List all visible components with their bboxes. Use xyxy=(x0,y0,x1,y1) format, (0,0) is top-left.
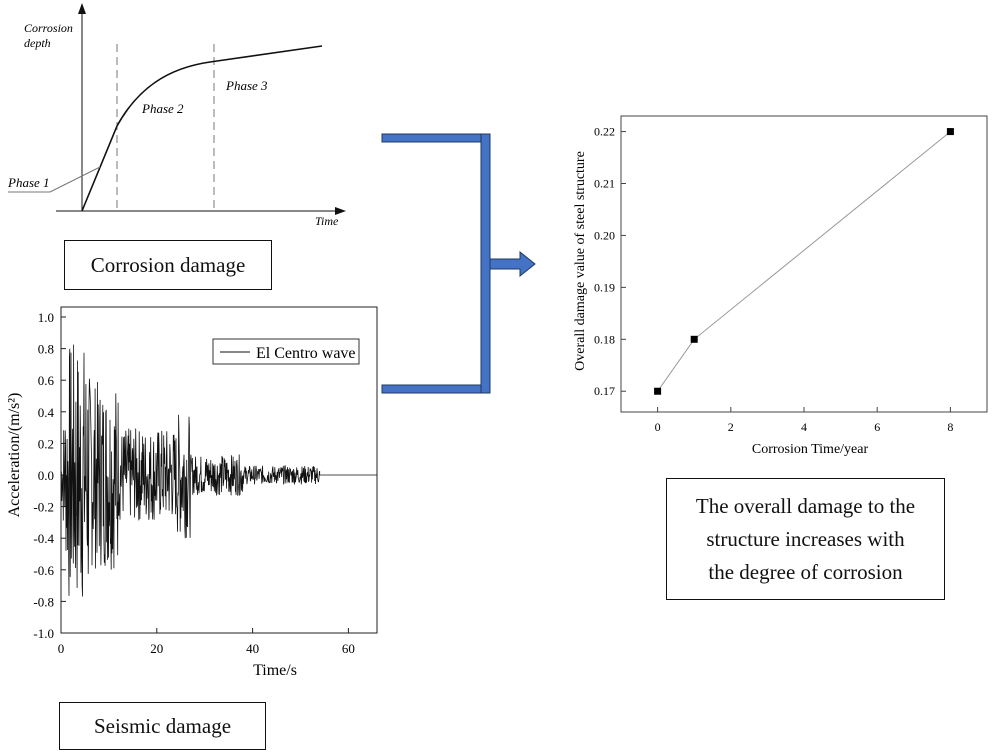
seismic-legend-label: El Centro wave xyxy=(256,345,356,362)
result-x-label: Corrosion Time/year xyxy=(752,442,869,457)
result-x-tick-label: 0 xyxy=(655,420,661,434)
result-x-tick-label: 6 xyxy=(874,420,880,434)
corrosion-schematic xyxy=(8,3,346,215)
phase1-leader-diag xyxy=(49,166,101,193)
result-y-tick-label: 0.22 xyxy=(594,125,615,139)
seismic-y-tick-label: 0.6 xyxy=(38,373,55,388)
corrosion-y-label-2: depth xyxy=(24,36,51,50)
seismic-plot-frame xyxy=(60,306,378,634)
result-x-tick-label: 2 xyxy=(728,420,734,434)
seismic-y-label: Acceleration/(m/s²) xyxy=(6,393,23,518)
bracket-arrow xyxy=(489,250,536,278)
corrosion-y-label-1: Corrosion xyxy=(24,21,73,35)
result-chart: 0.17 0.18 0.19 0.20 0.21 0.22 0 2 4 6 8 xyxy=(594,115,988,434)
seismic-y-tick-label: 0.0 xyxy=(38,468,54,483)
result-text-line-1: The overall damage to the xyxy=(695,493,916,518)
result-data-point xyxy=(690,335,698,343)
seismic-y-tick-label: 0.4 xyxy=(38,405,55,420)
bracket-connector xyxy=(381,133,536,394)
result-y-label: Overall damage value of steel structure xyxy=(573,151,588,371)
result-y-ticks: 0.17 0.18 0.19 0.20 0.21 0.22 xyxy=(594,125,626,398)
phase1-label: Phase 1 xyxy=(7,175,50,190)
seismic-y-tick-label: -0.4 xyxy=(33,531,54,546)
result-x-ticks: 0 2 4 6 8 xyxy=(655,407,953,434)
seismic-y-tick-label: -1.0 xyxy=(33,626,54,641)
result-data-point xyxy=(654,387,662,395)
seismic-x-tick-label: 20 xyxy=(150,641,163,656)
result-y-tick-label: 0.20 xyxy=(594,228,615,242)
result-y-tick-label: 0.19 xyxy=(594,280,615,294)
result-text-box: The overall damage to the structure incr… xyxy=(666,478,945,600)
corrosion-damage-label: Corrosion damage xyxy=(90,252,246,277)
phase3-label: Phase 3 xyxy=(225,78,268,93)
seismic-y-tick-label: 0.8 xyxy=(38,342,54,357)
seismic-x-label: Time/s xyxy=(253,662,297,679)
seismic-y-tick-label: -0.8 xyxy=(33,594,54,609)
corrosion-damage-box: Corrosion damage xyxy=(64,240,272,290)
result-series-line xyxy=(657,131,951,392)
result-x-tick-label: 8 xyxy=(947,420,953,434)
phase2-label: Phase 2 xyxy=(141,101,184,116)
seismic-x-tick-label: 60 xyxy=(342,641,355,656)
result-data-point xyxy=(946,128,954,136)
corrosion-curve xyxy=(81,45,323,212)
seismic-y-tick-label: -0.6 xyxy=(33,563,54,578)
seismic-damage-label: Seismic damage xyxy=(93,713,232,738)
seismic-x-tick-label: 40 xyxy=(246,641,259,656)
result-text-line-2: structure increases with xyxy=(706,526,905,551)
result-chart-frame xyxy=(620,115,988,413)
corrosion-x-arrowhead xyxy=(335,207,346,215)
result-y-tick-label: 0.21 xyxy=(594,177,615,191)
seismic-y-tick-label: 0.2 xyxy=(38,436,54,451)
seismic-x-tick-label: 0 xyxy=(58,641,65,656)
corrosion-x-label: Time xyxy=(315,214,339,228)
seismic-y-tick-label: 1.0 xyxy=(38,310,54,325)
bracket-bottom-arm xyxy=(381,384,490,394)
el-centro-wave-line xyxy=(60,344,377,597)
result-y-tick-label: 0.18 xyxy=(594,332,615,346)
result-y-tick-label: 0.17 xyxy=(594,384,615,398)
result-x-tick-label: 4 xyxy=(801,420,807,434)
corrosion-y-arrowhead xyxy=(78,3,86,14)
result-series-points xyxy=(654,128,954,395)
seismic-x-ticks: 0 20 40 60 xyxy=(58,628,355,656)
bracket-top-arm xyxy=(381,133,490,143)
seismic-y-ticks: 1.0 0.8 0.6 0.4 0.2 0.0 -0.2 -0.4 -0.6 -0.8 -1.0 xyxy=(33,310,66,641)
result-text-line-3: the degree of corrosion xyxy=(708,559,903,584)
seismic-damage-box: Seismic damage xyxy=(59,702,266,750)
seismic-y-tick-label: -0.2 xyxy=(33,500,54,515)
seismic-plot: 1.0 0.8 0.6 0.4 0.2 0.0 -0.2 -0.4 -0.6 -0.8 -1.0 0… xyxy=(33,306,378,656)
bracket-vertical-bar xyxy=(480,133,491,394)
